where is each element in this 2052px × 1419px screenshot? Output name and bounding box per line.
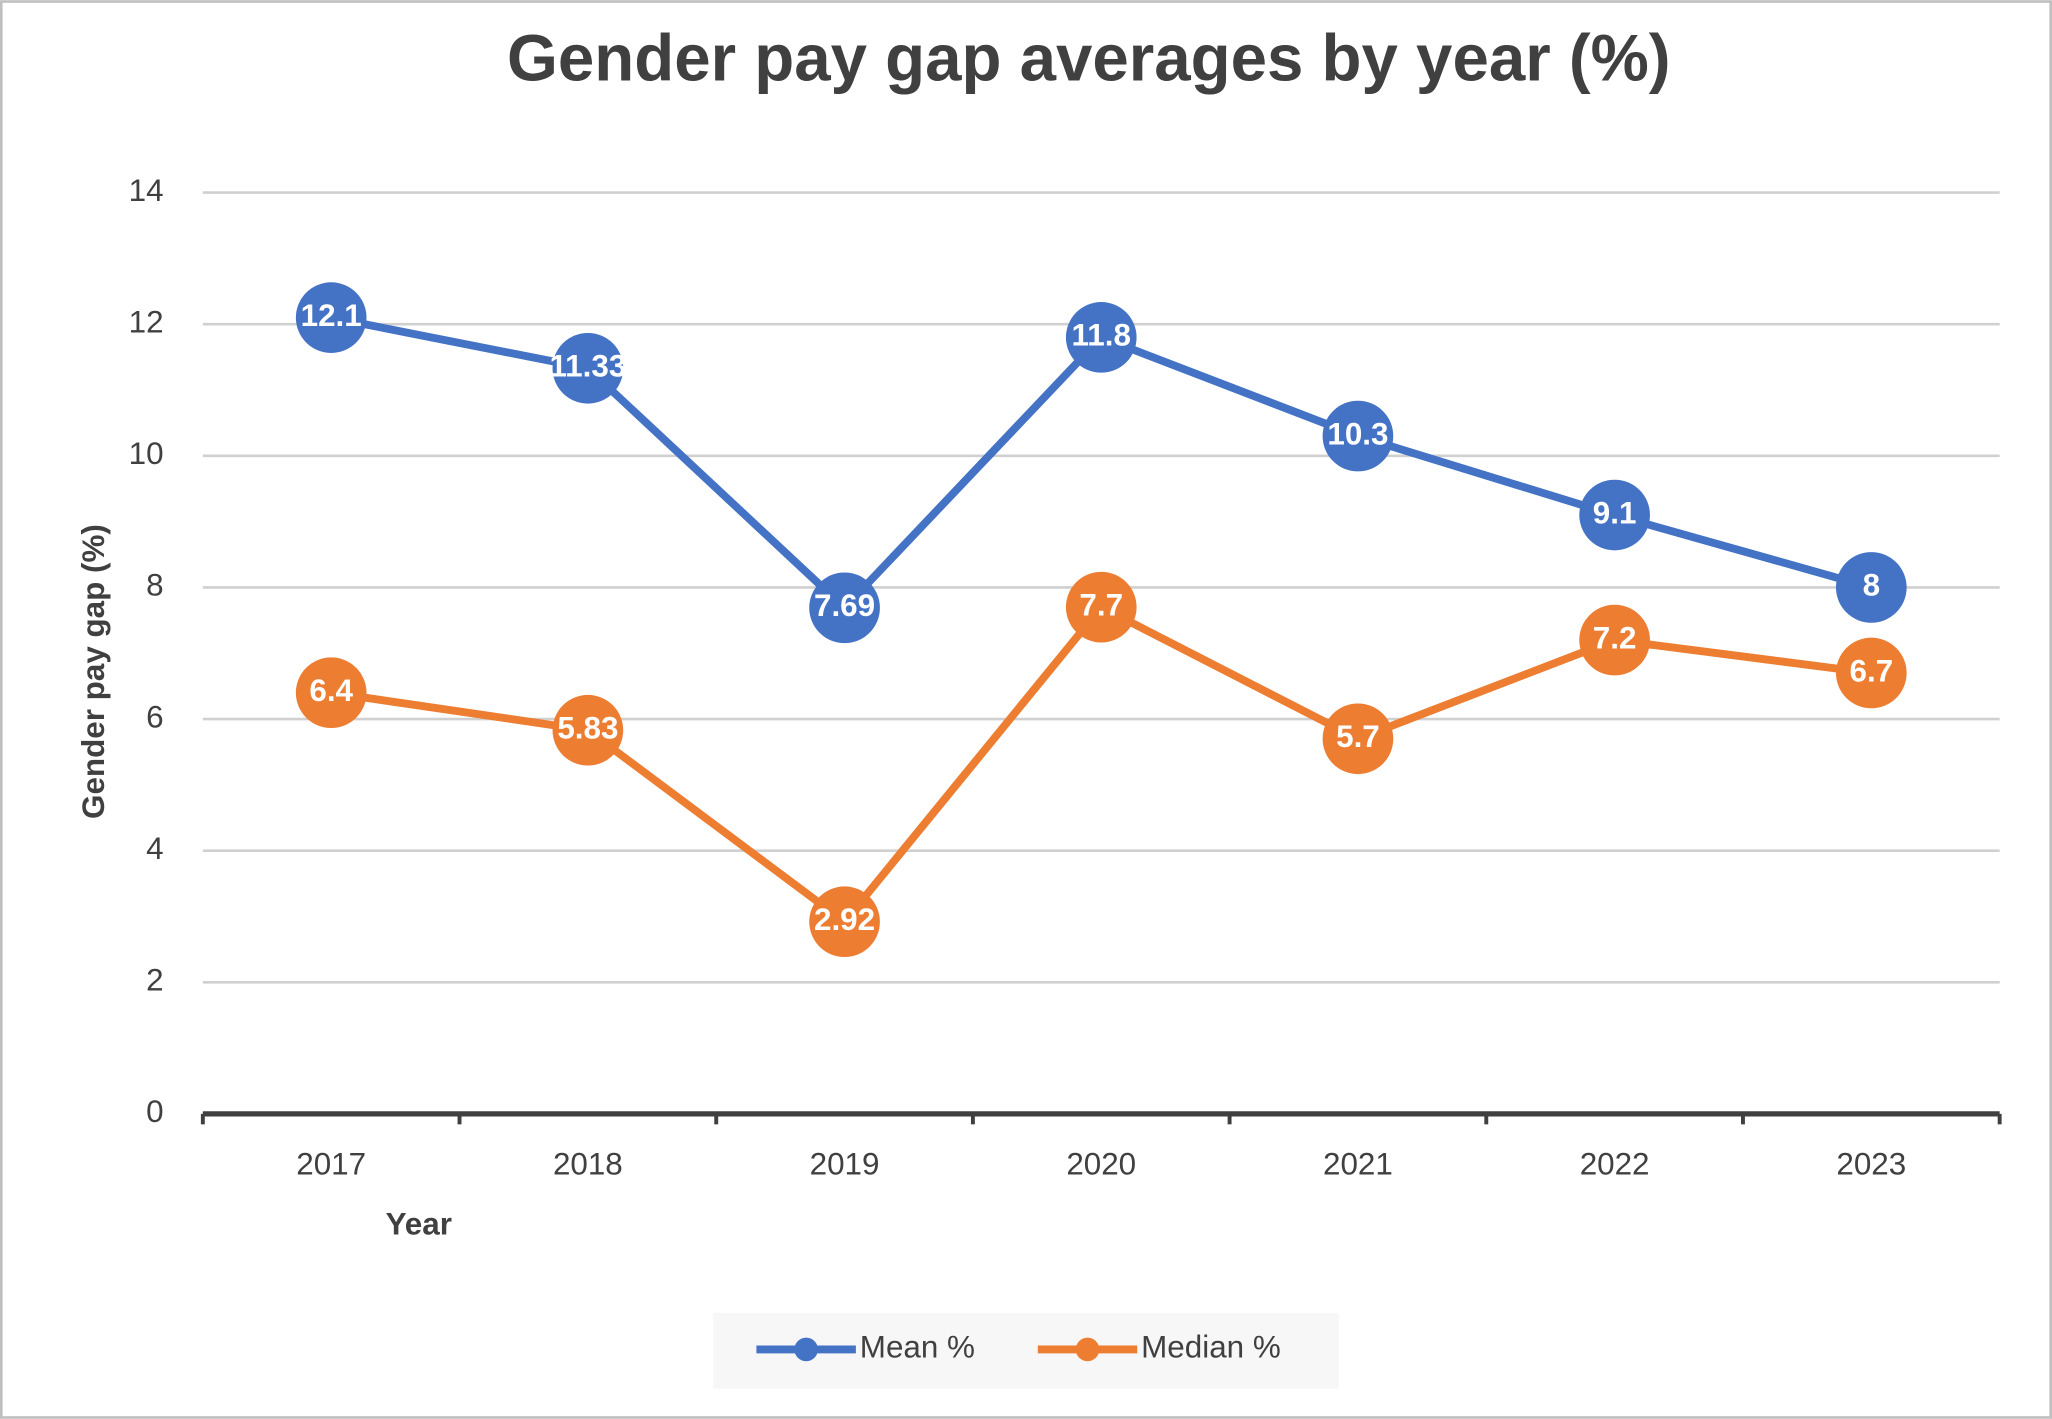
legend-marker <box>1075 1337 1100 1362</box>
data-point <box>552 694 624 766</box>
chart-title: Gender pay gap averages by year (%) <box>507 21 1671 94</box>
data-point <box>1579 604 1650 676</box>
data-point <box>1322 400 1394 472</box>
data-point <box>552 332 624 404</box>
data-point <box>809 886 880 958</box>
data-label: 9.1 <box>1593 495 1637 530</box>
data-label: 2.92 <box>814 902 875 937</box>
y-tick-label: 0 <box>146 1094 163 1129</box>
data-label: 5.83 <box>557 711 618 746</box>
y-axis-title: Gender pay gap (%) <box>76 524 111 819</box>
data-label: 6.7 <box>1849 653 1893 688</box>
x-tick-label: 2017 <box>296 1147 366 1182</box>
data-point <box>295 282 367 353</box>
y-tick-label: 14 <box>129 173 164 208</box>
x-tick-label: 2020 <box>1066 1147 1136 1182</box>
data-point <box>1322 703 1394 775</box>
data-label: 7.2 <box>1593 620 1637 655</box>
y-tick-label: 12 <box>129 304 164 339</box>
x-tick-label: 2023 <box>1836 1147 1906 1182</box>
legend-label: Median % <box>1141 1330 1281 1365</box>
data-point <box>1835 552 1907 623</box>
data-label: 10.3 <box>1327 416 1388 451</box>
legend-marker <box>794 1337 818 1362</box>
y-tick-label: 10 <box>129 436 164 471</box>
data-label: 8 <box>1863 568 1880 603</box>
data-label: 7.7 <box>1079 587 1123 622</box>
x-axis-title: Year <box>386 1207 452 1242</box>
data-point <box>1065 571 1137 643</box>
data-label: 5.7 <box>1336 719 1380 754</box>
data-point <box>1579 479 1650 551</box>
data-point <box>1065 302 1137 373</box>
data-label: 11.33 <box>549 349 626 384</box>
y-tick-label: 6 <box>146 699 163 734</box>
y-tick-label: 4 <box>146 831 163 866</box>
y-tick-label: 2 <box>146 963 163 998</box>
data-point <box>1835 637 1907 709</box>
data-label: 11.8 <box>1072 318 1131 353</box>
data-label: 7.69 <box>814 588 875 623</box>
x-tick-label: 2019 <box>810 1147 880 1182</box>
x-tick-label: 2022 <box>1580 1147 1650 1182</box>
legend-label: Mean % <box>860 1330 975 1365</box>
data-label: 12.1 <box>301 298 362 333</box>
data-label: 6.4 <box>309 673 353 708</box>
data-point <box>295 657 367 729</box>
x-tick-label: 2018 <box>553 1147 623 1182</box>
y-tick-label: 8 <box>146 568 163 603</box>
data-point <box>809 572 880 644</box>
x-tick-label: 2021 <box>1323 1147 1393 1182</box>
